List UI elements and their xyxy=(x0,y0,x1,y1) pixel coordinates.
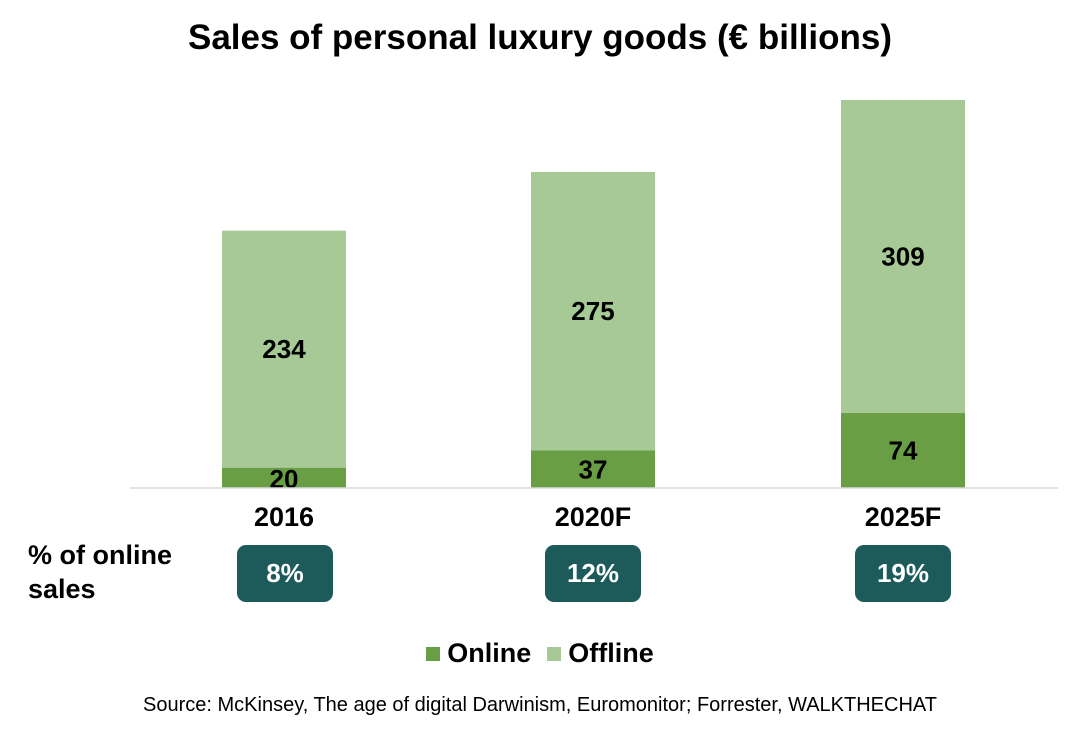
x-tick-label-2025f: 2025F xyxy=(865,502,942,532)
data-label-offline-2020f: 275 xyxy=(571,296,614,326)
data-label-offline-2016: 234 xyxy=(262,334,306,364)
legend-item-online: Online xyxy=(426,638,531,669)
bar-online-2025f xyxy=(841,413,965,488)
legend-item-offline: Offline xyxy=(547,638,654,669)
data-label-online-2020f: 37 xyxy=(579,454,608,484)
data-label-online-2016: 20 xyxy=(270,464,299,494)
online-percent-badge-2025f: 19% xyxy=(855,545,951,602)
legend-swatch-online xyxy=(426,646,441,661)
chart-title: Sales of personal luxury goods (€ billio… xyxy=(187,18,893,57)
online-percent-badge-2020f: 12% xyxy=(545,545,641,602)
bar-online-2016 xyxy=(222,467,346,488)
online-percent-row-label: % of online sales xyxy=(28,540,172,604)
online-percent-badge-2016: 8% xyxy=(237,545,333,602)
x-tick-label-2016: 2016 xyxy=(254,502,314,532)
data-label-offline-2025f: 309 xyxy=(881,242,924,272)
bar-offline-2016 xyxy=(222,230,346,468)
bar-offline-2020f xyxy=(531,171,655,451)
legend-label-online: Online xyxy=(447,638,532,668)
x-tick-label-2020f: 2020F xyxy=(555,502,632,532)
chart-legend: Online Offline xyxy=(0,638,1080,669)
source-note: Source: McKinsey, The age of digital Dar… xyxy=(143,694,937,716)
bar-online-2020f xyxy=(531,450,655,488)
data-label-online-2025f: 74 xyxy=(889,436,918,466)
bar-offline-2025f xyxy=(841,100,965,414)
bar-chart: 234 20 2016 275 37 2020F 309 74 2025F xyxy=(130,100,1058,532)
legend-swatch-offline xyxy=(547,646,562,661)
legend-label-offline: Offline xyxy=(568,638,654,668)
